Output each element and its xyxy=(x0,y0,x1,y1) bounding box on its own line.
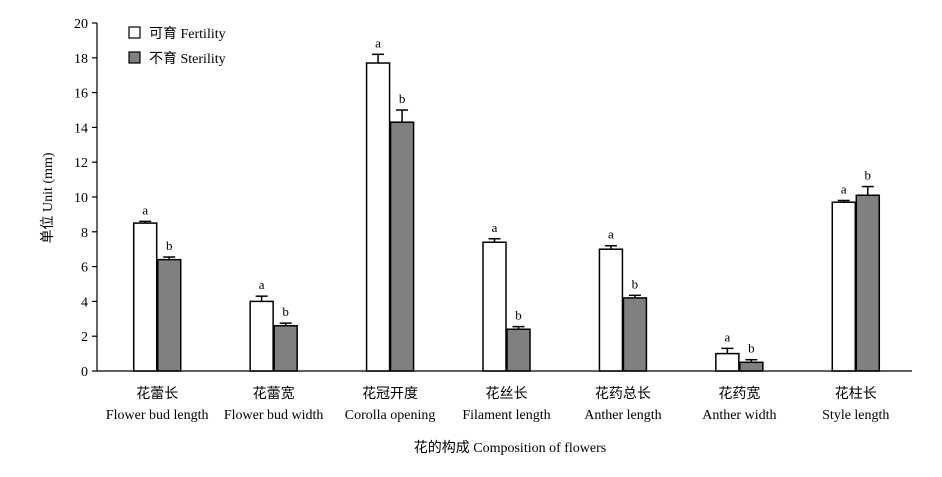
significance-label: b xyxy=(166,238,173,253)
bar-sterility xyxy=(156,258,182,372)
y-tick-label: 2 xyxy=(81,330,88,345)
legend-swatch-fertility xyxy=(128,26,141,39)
bar-sterility xyxy=(273,325,298,372)
category-label-zh: 花冠开度 xyxy=(362,386,418,402)
y-axis-title: 单位 Unit (mm) xyxy=(40,152,56,243)
category-label-en: Flower bud width xyxy=(224,408,324,423)
bar-fertility xyxy=(715,352,740,372)
y-tick-label: 10 xyxy=(74,191,88,206)
category-label-en: Filament length xyxy=(462,408,550,423)
category-label-en: Anther width xyxy=(702,408,776,423)
significance-label: a xyxy=(841,181,847,196)
legend-label-fertility: 可育 Fertility xyxy=(149,26,226,42)
significance-label: b xyxy=(748,341,755,356)
y-axis-ticks: 0 2 4 6 8 10 12 14 16 18 20 xyxy=(74,17,97,380)
category-label-en: Flower bud length xyxy=(106,408,209,423)
bar-fertility xyxy=(482,241,507,372)
bar-sterility xyxy=(389,121,415,372)
bar-sterility xyxy=(506,328,531,372)
significance-label: a xyxy=(259,277,265,292)
legend-label-sterility: 不育 Sterility xyxy=(149,51,226,67)
legend-swatch-sterility xyxy=(128,51,141,64)
bar-fertility xyxy=(249,300,274,372)
significance-label: b xyxy=(632,276,639,291)
y-tick-label: 14 xyxy=(74,121,88,136)
category-label-zh: 花药宽 xyxy=(718,385,760,402)
bar-fertility xyxy=(132,222,158,372)
significance-label: a xyxy=(492,220,498,235)
y-tick-label: 18 xyxy=(74,52,88,67)
category-label-en: Corolla opening xyxy=(345,408,436,423)
y-tick-label: 20 xyxy=(74,17,88,32)
significance-label: a xyxy=(142,202,148,217)
bar-sterility xyxy=(855,194,881,372)
significance-label: a xyxy=(608,227,614,242)
bar-fertility xyxy=(365,62,391,372)
bar-fertility xyxy=(598,248,624,372)
category-label-en: Style length xyxy=(822,408,889,423)
bar-fertility xyxy=(831,201,857,372)
bars-group: a b a b a b a b a b a b a b xyxy=(132,35,881,372)
bar-sterility xyxy=(622,297,648,372)
significance-label: b xyxy=(515,308,522,323)
y-tick-label: 16 xyxy=(74,87,88,102)
legend: 可育 Fertility 不育 Sterility xyxy=(128,26,226,67)
significance-label: a xyxy=(375,35,381,50)
category-labels: 花蕾长 Flower bud length 花蕾宽 Flower bud width 花… xyxy=(106,385,890,423)
y-tick-label: 0 xyxy=(81,365,88,380)
significance-label: b xyxy=(282,304,289,319)
y-tick-label: 8 xyxy=(81,226,88,241)
y-tick-label: 6 xyxy=(81,261,88,276)
y-tick-label: 12 xyxy=(74,156,88,171)
category-label-en: Anther length xyxy=(584,408,661,423)
category-label-zh: 花蕾长 xyxy=(136,386,178,402)
category-label-zh: 花丝长 xyxy=(486,386,528,402)
significance-label: b xyxy=(865,168,872,183)
category-label-zh: 花柱长 xyxy=(835,386,877,402)
significance-label: a xyxy=(724,329,730,344)
category-label-zh: 花蕾宽 xyxy=(253,385,295,402)
category-label-zh: 花药总长 xyxy=(595,386,651,402)
significance-label: b xyxy=(399,91,406,106)
y-tick-label: 4 xyxy=(81,295,88,310)
x-axis-title: 花的构成 Composition of flowers xyxy=(414,440,607,456)
bar-sterility xyxy=(739,361,764,372)
